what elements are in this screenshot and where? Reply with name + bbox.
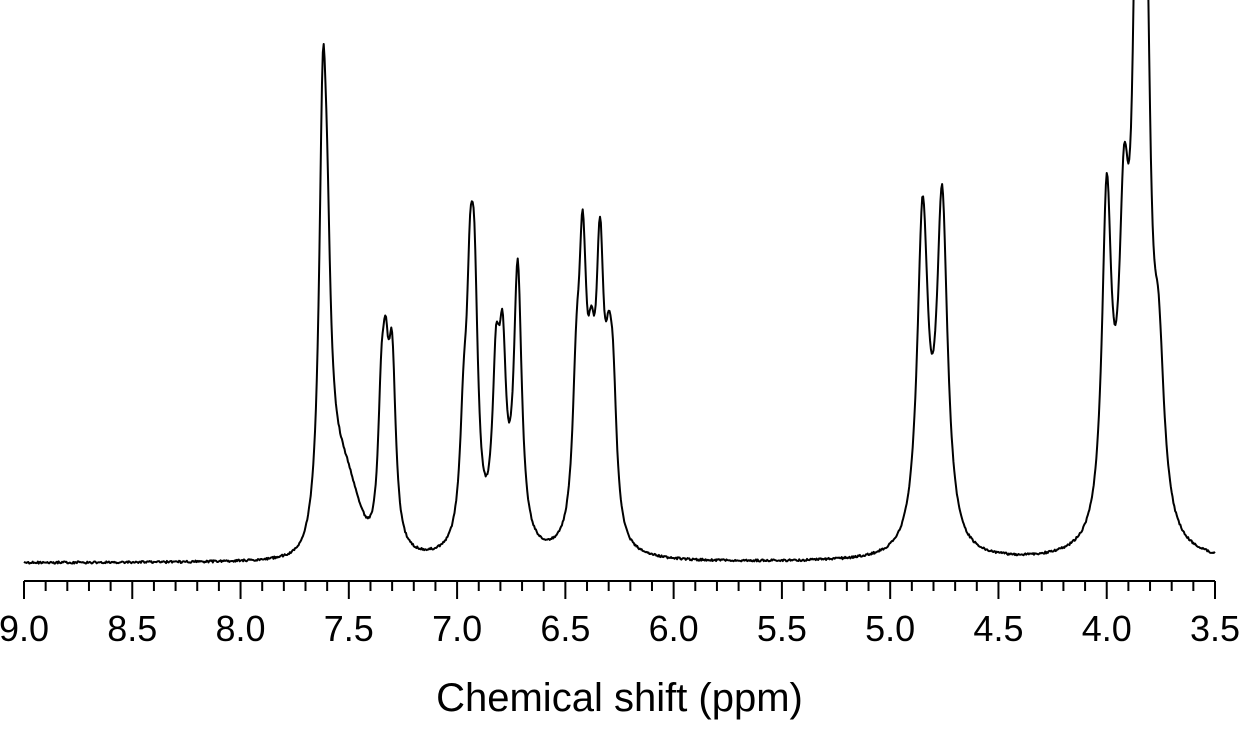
x-axis-tick-label: 3.5 — [1190, 608, 1239, 649]
x-axis-tick-label: 8.0 — [216, 608, 266, 649]
nmr-spectrum-chart: 9.0 8.5 8.0 7.5 7.0 6.5 6.0 5.5 5.0 4.5 4.0 3.5 Chem… — [0, 0, 1239, 753]
spectrum-trace — [24, 0, 1215, 564]
x-axis-label: Chemical shift (ppm) — [436, 676, 803, 720]
x-axis-tick-label: 8.5 — [107, 608, 157, 649]
x-axis-tick-label: 5.5 — [757, 608, 807, 649]
x-axis-tick-label: 7.5 — [324, 608, 374, 649]
x-axis-tick-label: 4.0 — [1082, 608, 1132, 649]
x-axis-tick-label: 7.0 — [432, 608, 482, 649]
x-axis-tick-label: 5.0 — [865, 608, 915, 649]
spectrum-svg: 9.0 8.5 8.0 7.5 7.0 6.5 6.0 5.5 5.0 4.5 4.0 3.5 Chem… — [0, 0, 1239, 753]
x-axis-tick-label: 6.5 — [540, 608, 590, 649]
x-axis-tick-label: 6.0 — [649, 608, 699, 649]
x-axis-tick-label: 9.0 — [0, 608, 49, 649]
x-axis-tick-label: 4.5 — [973, 608, 1023, 649]
